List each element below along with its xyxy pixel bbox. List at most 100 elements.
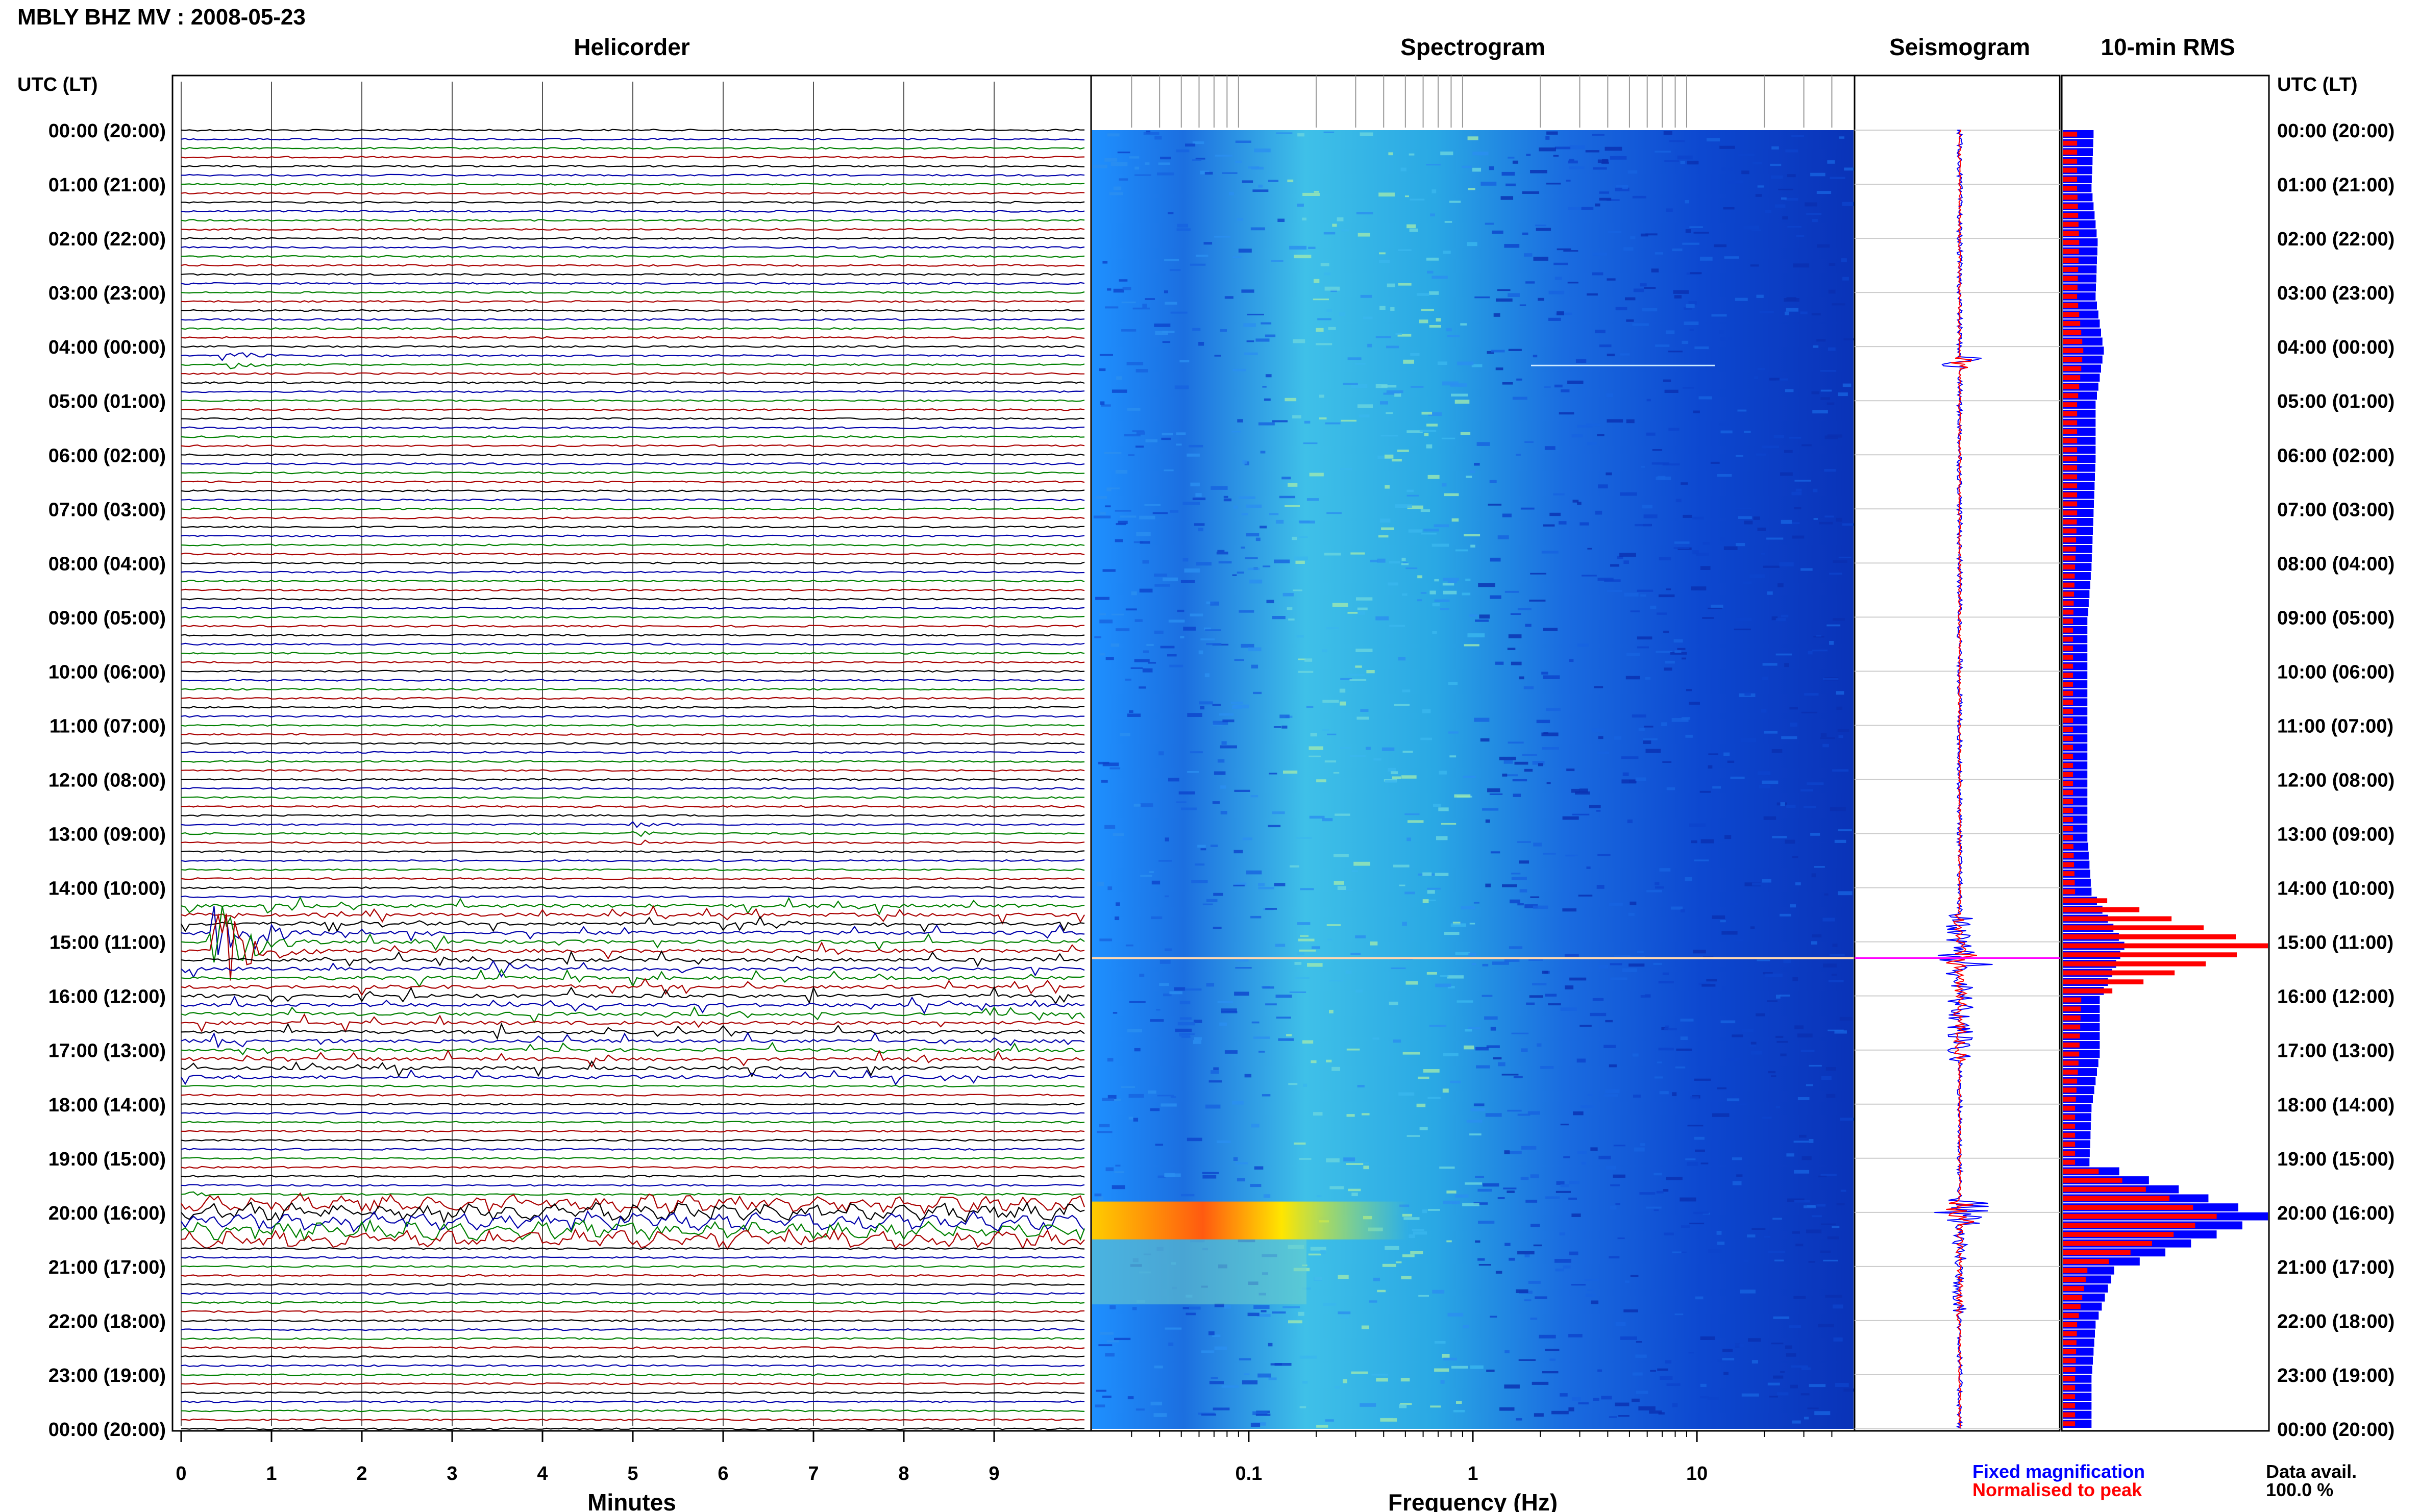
- spectrogram-cell: [1712, 786, 1721, 789]
- spectrogram-cell: [1449, 201, 1461, 203]
- spectrogram-cell: [1732, 1094, 1737, 1098]
- spectrogram-cell: [1139, 515, 1155, 519]
- spectrogram-cell: [1237, 1178, 1245, 1182]
- spectrogram-cell: [1811, 391, 1820, 394]
- spectrogram-cell: [1791, 491, 1802, 495]
- rms-bar-normalised: [2063, 1340, 2077, 1345]
- spectrogram-cell: [1539, 147, 1556, 152]
- spectrogram-cell: [1159, 983, 1169, 986]
- helicorder-trace: [181, 1355, 1085, 1358]
- spectrogram-cell: [1801, 711, 1818, 713]
- spectrogram-cell: [1393, 1039, 1401, 1043]
- spectrogram-cell: [1707, 1397, 1719, 1400]
- spectrogram-cell: [1695, 1296, 1704, 1300]
- spectrogram-cell: [1781, 736, 1797, 739]
- spectrogram-cell: [1496, 298, 1513, 302]
- spectrogram-cell: [1568, 207, 1585, 210]
- helicorder-tick-label: 8: [898, 1463, 909, 1484]
- spectrogram-cell: [1463, 776, 1476, 778]
- spectrogram-cell: [1332, 224, 1337, 227]
- spectrogram-cell: [1682, 242, 1699, 245]
- spectrogram-cell: [1525, 624, 1532, 627]
- spectrogram-cell: [1260, 526, 1267, 529]
- spectrogram-cell: [1587, 548, 1592, 550]
- spectrogram-cell: [1751, 229, 1761, 231]
- spectrogram-cell: [1224, 1305, 1231, 1309]
- time-label-left: 10:00 (06:00): [48, 661, 166, 683]
- helicorder-trace: [181, 995, 1085, 1015]
- spectrogram-cell: [1708, 607, 1723, 609]
- spectrogram-cell: [1762, 780, 1779, 784]
- spectrogram-cell: [1434, 599, 1450, 602]
- spectrogram-cell: [1298, 671, 1314, 673]
- spectrogram-cell: [1099, 1124, 1110, 1128]
- spectrogram-cell: [1140, 875, 1152, 877]
- spectrogram-cell: [1656, 651, 1673, 653]
- spectrogram-cell: [1377, 1290, 1386, 1293]
- spectrogram-cell: [1375, 336, 1391, 338]
- rms-bar-normalised: [2063, 1043, 2080, 1048]
- spectrogram-cell: [1747, 1234, 1756, 1237]
- spectrogram-cell: [1810, 833, 1820, 836]
- spectrogram-cell: [1579, 522, 1589, 526]
- spectrogram-cell: [1811, 941, 1817, 945]
- rms-bar-normalised: [2063, 871, 2075, 876]
- spectrogram-cell: [1346, 1048, 1360, 1051]
- spectrogram-cell: [1785, 198, 1798, 201]
- spectrogram-cell: [1409, 228, 1418, 232]
- spectrogram-cell: [1538, 763, 1543, 766]
- spectrogram-cell: [1423, 1069, 1440, 1073]
- spectrogram-cell: [1409, 1234, 1415, 1238]
- spectrogram-cell: [1437, 361, 1447, 365]
- spectrogram-cell: [1549, 1358, 1556, 1361]
- time-label-left: 08:00 (04:00): [48, 553, 166, 575]
- rms-bar-normalised: [2063, 763, 2074, 768]
- spectrogram-cell: [1468, 188, 1475, 190]
- spectrogram-cell: [1139, 588, 1153, 593]
- rms-title: 10-min RMS: [2101, 34, 2235, 60]
- helicorder-trace: [181, 1319, 1085, 1322]
- spectrogram-cell: [1165, 837, 1169, 841]
- rms-bar-normalised: [2063, 1151, 2076, 1156]
- spectrogram-cell: [1689, 823, 1706, 827]
- spectrogram-cell: [1672, 1403, 1678, 1407]
- spectrogram-cell: [1285, 398, 1297, 402]
- spectrogram-cell: [1272, 811, 1285, 814]
- spectrogram-cell: [1707, 138, 1720, 142]
- spectrogram-cell: [1164, 1173, 1181, 1177]
- spectrogram-cell: [1341, 419, 1357, 422]
- spectrogram-cell: [1249, 579, 1263, 584]
- spectrogram-cell: [1326, 309, 1332, 312]
- spectrogram-cell: [1497, 535, 1509, 539]
- spectrogram-cell: [1223, 495, 1228, 498]
- spectrogram-cell: [1465, 578, 1471, 582]
- spectrogram-cell: [1322, 649, 1327, 653]
- spectrogram-cell: [1632, 195, 1646, 199]
- spectrogram-cell: [1757, 959, 1770, 961]
- spectrogram-cell: [1262, 986, 1274, 989]
- spectrogram-cell: [1620, 353, 1630, 356]
- spectrogram-cell: [1375, 616, 1389, 621]
- spectrogram-cell: [1304, 420, 1311, 424]
- spectrogram-cell: [1645, 994, 1651, 997]
- spectrogram-cell: [1775, 204, 1786, 208]
- spectrogram-cell: [1504, 1243, 1511, 1246]
- spectrogram-cell: [1421, 411, 1433, 415]
- spectrogram-cell: [1393, 864, 1410, 867]
- spectrogram-cell: [1324, 760, 1337, 763]
- helicorder-trace: [181, 751, 1085, 754]
- spectrogram-cell: [1444, 932, 1460, 935]
- spectrogram-cell: [1665, 660, 1675, 664]
- spectrogram-cell: [1306, 498, 1319, 501]
- helicorder-trace: [181, 1247, 1085, 1250]
- spectrogram-cell: [1405, 567, 1418, 569]
- spectrogram-cell: [1749, 574, 1765, 578]
- spectrogram-cell: [1722, 1349, 1733, 1352]
- spectrogram-cell: [1332, 603, 1348, 607]
- spectrogram-cell: [1776, 1392, 1789, 1396]
- time-label-right: 13:00 (09:00): [2277, 824, 2395, 846]
- spectrogram-cell: [1640, 233, 1648, 237]
- spectrogram-cell: [1615, 1203, 1620, 1205]
- spectrogram-cell: [1279, 495, 1296, 499]
- spectrogram-cell: [1784, 450, 1793, 453]
